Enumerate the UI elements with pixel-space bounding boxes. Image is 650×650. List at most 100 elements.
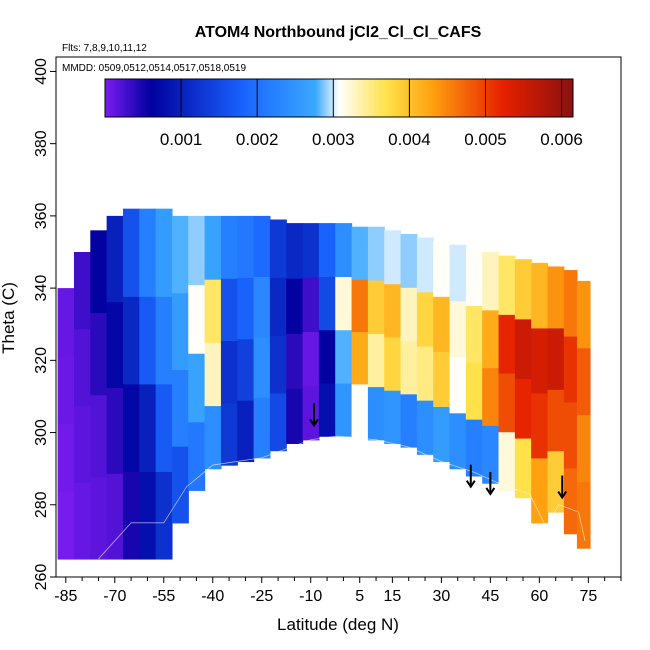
heatmap-cell	[514, 437, 532, 499]
heatmap-cell	[302, 385, 320, 441]
heatmap-cell	[188, 421, 206, 491]
heatmap-cell	[351, 279, 369, 333]
heatmap-cell	[465, 248, 483, 306]
heatmap-cell	[482, 367, 500, 426]
heatmap-cell	[482, 252, 500, 311]
x-tick-label: 75	[579, 588, 597, 605]
heatmap-cell	[449, 300, 467, 358]
heatmap-cell	[335, 329, 353, 384]
x-tick-label: 15	[383, 588, 401, 605]
heatmap-cell	[400, 287, 418, 342]
heatmap-cell	[57, 355, 75, 425]
heatmap-cell	[514, 378, 532, 439]
bottom-boundary	[98, 435, 586, 560]
flights-note: Flts: 7,8,9,10,11,12	[62, 43, 147, 54]
heatmap-cell	[204, 215, 222, 280]
heatmap-cell	[286, 333, 304, 389]
heatmap-cell	[335, 276, 353, 331]
heatmap-cell	[220, 215, 238, 279]
heatmap-cell	[563, 467, 578, 535]
heatmap-cell	[106, 215, 124, 303]
heatmap-cell	[351, 226, 369, 280]
x-tick-label: 30	[432, 588, 450, 605]
heatmap-cell	[318, 382, 336, 437]
heatmap-cell	[122, 383, 140, 472]
heatmap-cell	[73, 405, 91, 483]
heatmap-cell	[498, 431, 516, 491]
heatmap-cell	[514, 318, 532, 379]
heatmap-cell	[269, 335, 287, 394]
heatmap-cell	[204, 405, 222, 470]
y-axis-label: Theta (C)	[0, 282, 18, 354]
heatmap-cell	[416, 400, 434, 455]
y-tick-label: 280	[33, 491, 50, 518]
heatmap-cell	[351, 383, 369, 437]
heatmap-cell	[416, 345, 434, 401]
x-tick-label: -55	[152, 588, 175, 605]
heatmap-cell	[302, 277, 320, 333]
heatmap-cell	[237, 400, 255, 463]
heatmap-cell	[237, 277, 255, 340]
heatmap-cell	[122, 471, 140, 560]
heatmap-cell	[90, 394, 108, 478]
heatmap-cell	[367, 279, 385, 334]
colorbar-tick-label: 0.003	[312, 130, 355, 149]
x-axis-label: Latitude (deg N)	[277, 615, 399, 634]
y-axis: 260 280 300 320 340 360 380 400	[33, 58, 56, 590]
heatmap-cell	[269, 392, 287, 452]
heatmap-cell	[253, 397, 271, 459]
heatmap-cell	[73, 328, 91, 407]
heatmap-cell	[433, 351, 451, 407]
arrow-head	[557, 491, 568, 500]
heatmap-cell	[139, 471, 157, 560]
heatmap-cell	[547, 266, 565, 329]
heatmap-cell	[384, 390, 402, 444]
heatmap-cell	[286, 388, 304, 444]
heatmap-cell	[269, 219, 287, 278]
x-tick-label: -40	[201, 588, 224, 605]
heatmap-cell	[351, 331, 369, 385]
heatmap-cell	[220, 278, 238, 342]
heatmap-cells	[57, 208, 591, 560]
heatmap-cell	[188, 215, 206, 286]
heatmap-cell	[400, 393, 418, 448]
y-tick-label: 380	[33, 130, 50, 157]
heatmap-cell	[384, 336, 402, 391]
heatmap-cell	[465, 362, 483, 420]
heatmap-cell	[482, 309, 500, 369]
heatmap-cell	[335, 223, 353, 277]
heatmap-cell	[220, 340, 238, 404]
heatmap-cell	[139, 383, 157, 472]
heatmap-cell	[498, 372, 516, 433]
heatmap-cell	[286, 223, 304, 279]
colorbar	[104, 78, 574, 118]
colorbar-tick-label: 0.001	[160, 130, 203, 149]
heatmap-cell	[90, 230, 108, 314]
heatmap-cell	[171, 446, 189, 524]
heatmap-cell	[237, 215, 255, 278]
heatmap-cell	[482, 425, 500, 484]
x-tick-label: 45	[481, 588, 499, 605]
heatmap-cell	[367, 386, 385, 441]
heatmap-cell	[384, 283, 402, 338]
heatmap-cell	[563, 401, 578, 469]
heatmap-cell	[449, 412, 467, 470]
x-tick-label: -25	[250, 588, 273, 605]
arrow-head	[485, 487, 496, 496]
x-tick-label: -10	[299, 588, 322, 605]
heatmap-cell	[122, 296, 140, 385]
heatmap-cell	[171, 292, 189, 370]
heatmap-cell	[204, 279, 222, 343]
x-tick-label: 60	[530, 588, 548, 605]
heatmap-cell	[547, 389, 565, 452]
x-tick-label: -85	[54, 588, 77, 605]
heatmap-cell	[433, 296, 451, 352]
heatmap-cell	[220, 402, 238, 466]
heatmap-cell	[318, 276, 336, 331]
heatmap-cell	[416, 291, 434, 347]
heatmap-cell	[563, 335, 578, 403]
heatmap-cell	[576, 280, 591, 349]
heatmap-cell	[171, 369, 189, 447]
y-tick-label: 300	[33, 419, 50, 446]
heatmap-cell	[122, 208, 140, 297]
